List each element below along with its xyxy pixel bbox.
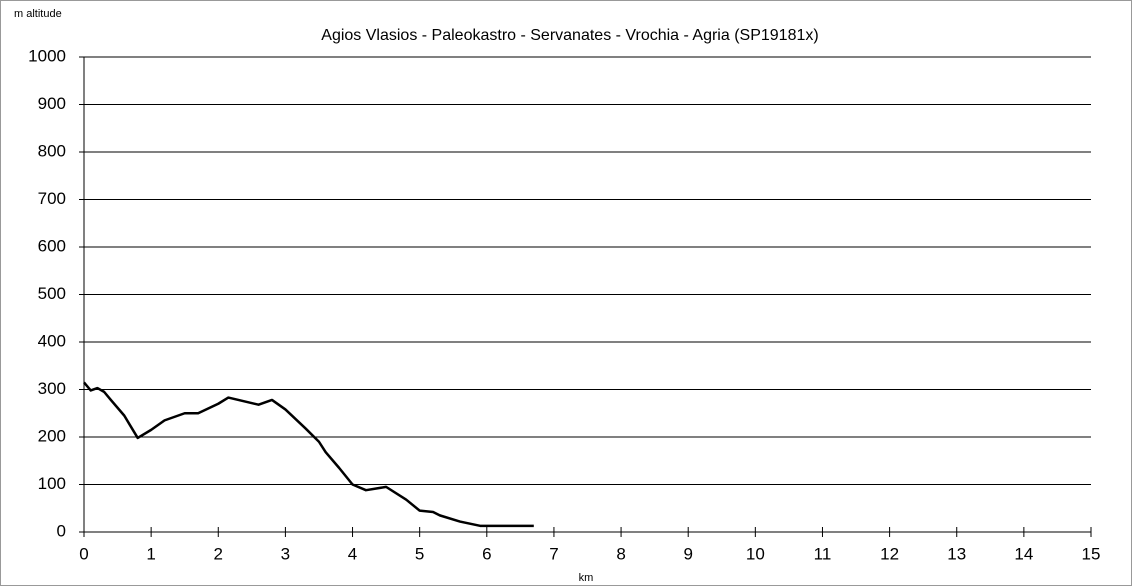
y-tick-label: 300 (38, 379, 66, 398)
y-tick-label: 600 (38, 236, 66, 255)
x-tick-label: 2 (214, 544, 223, 563)
x-tick-label: 6 (482, 544, 491, 563)
x-tick-label: 11 (814, 544, 832, 563)
x-tick-label: 14 (1014, 544, 1033, 563)
x-tick-label: 3 (281, 544, 290, 563)
x-tick-label: 1 (146, 544, 155, 563)
x-tick-label: 12 (880, 544, 899, 563)
x-tick-label: 5 (415, 544, 424, 563)
y-tick-label: 200 (38, 426, 66, 445)
y-tick-label: 400 (38, 331, 66, 350)
x-tick-label: 7 (549, 544, 558, 563)
x-tick-label: 0 (79, 544, 88, 563)
x-tick-label: 8 (616, 544, 625, 563)
x-tick-label: 13 (947, 544, 966, 563)
y-tick-label: 700 (38, 189, 66, 208)
line-series (83, 381, 534, 528)
y-tick-label: 500 (38, 284, 66, 303)
y-axis-label: m altitude (14, 8, 62, 20)
x-tick-label: 10 (746, 544, 765, 563)
y-tick-label: 100 (38, 474, 66, 493)
y-tick-label: 1000 (28, 46, 66, 65)
x-tick-label: 9 (683, 544, 692, 563)
x-axis-label: km (579, 572, 594, 584)
y-tick-label: 900 (38, 94, 66, 113)
y-tick-label: 800 (38, 141, 66, 160)
chart-title: Agios Vlasios - Paleokastro - Servanates… (321, 27, 818, 44)
x-tick-label: 15 (1082, 544, 1101, 563)
y-tick-label: 0 (57, 521, 66, 540)
x-tick-label: 4 (348, 544, 357, 563)
